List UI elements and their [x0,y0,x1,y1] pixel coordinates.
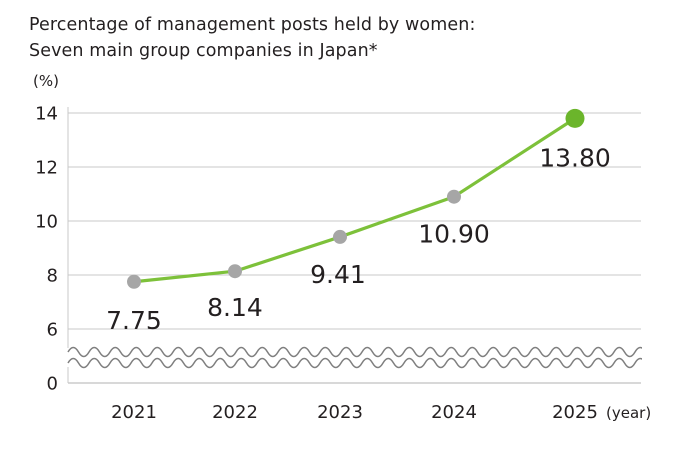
gridlines [67,107,641,384]
x-tick-labels: 2021 2022 2023 2024 2025 (year) [111,402,651,423]
chart-title-line-1: Percentage of management posts held by w… [29,15,476,35]
data-point-2022 [228,264,242,279]
axis-break-wave-bottom [67,357,668,369]
chart-title-line-2: Seven main group companies in Japan* [29,41,378,61]
x-tick-2022: 2022 [212,402,258,423]
data-label-2025: 13.80 [539,143,611,172]
data-point-2023 [333,229,347,244]
x-tick-2025: 2025 [552,402,598,423]
y-unit-label: (%) [33,72,59,90]
y-tick-0: 0 [47,374,58,395]
y-tick-10: 10 [35,212,58,233]
y-tick-6: 6 [47,320,58,341]
y-tick-8: 8 [47,266,58,287]
y-tick-14: 14 [35,104,58,125]
series-line [133,117,576,284]
axis-break-wave-top [67,346,668,358]
data-label-2023: 9.41 [310,260,366,289]
data-point-2021 [127,274,141,289]
x-tick-2024: 2024 [431,402,477,423]
data-label-2021: 7.75 [106,306,162,335]
chart-title: Percentage of management posts held by w… [29,12,669,64]
x-tick-2023: 2023 [317,402,363,423]
data-point-2024 [447,189,461,204]
y-tick-12: 12 [35,158,58,179]
x-unit-label: (year) [606,404,651,422]
x-tick-2021: 2021 [111,402,157,423]
axis-break-band [67,348,652,367]
axis-break-mask [642,340,682,375]
series: 7.75 8.14 9.41 10.90 13.80 [106,108,611,335]
data-label-2022: 8.14 [207,293,263,322]
axis-break [67,340,682,375]
data-point-2025 [565,108,585,128]
y-tick-labels: 0 6 8 10 12 14 [35,104,58,395]
data-label-2024: 10.90 [418,220,490,249]
